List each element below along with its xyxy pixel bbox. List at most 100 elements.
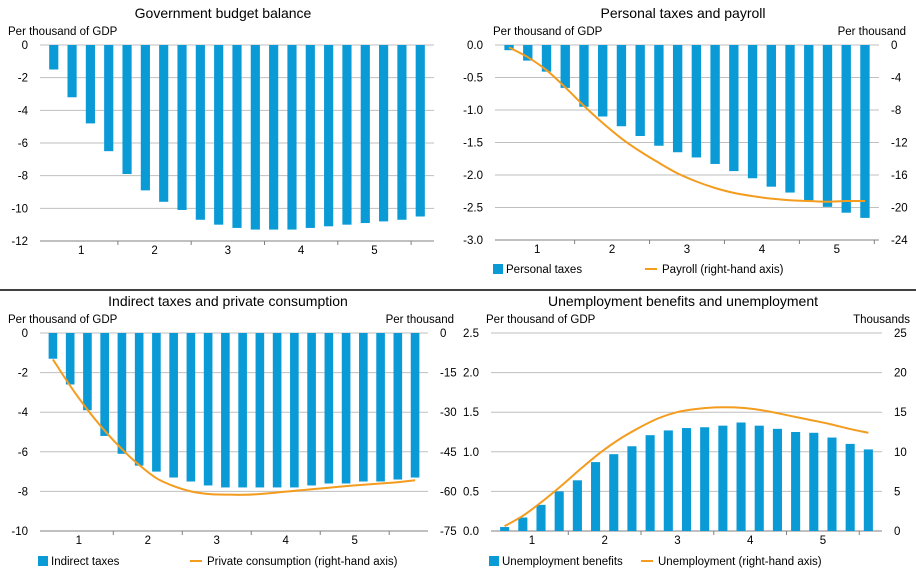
x-tick-label: 5 (820, 535, 826, 547)
x-tick-label: 2 (151, 245, 157, 257)
x-tick-label: 1 (78, 245, 84, 257)
left-axis-unit: Per thousand of GDP (8, 26, 118, 38)
bar (579, 45, 589, 107)
bar (518, 517, 528, 531)
legend-line-label: Payroll (right-hand axis) (662, 264, 784, 276)
bar (214, 45, 224, 225)
bar (238, 333, 247, 488)
y2-tick-label: -24 (891, 235, 908, 247)
y-tick-label: -0.5 (463, 73, 483, 85)
bar (410, 333, 420, 478)
bar (122, 45, 132, 175)
bar (287, 45, 297, 230)
bar (791, 432, 801, 531)
bar (554, 491, 564, 531)
bar (117, 333, 127, 454)
y-tick-label: 0 (22, 328, 28, 340)
series-line (508, 46, 866, 203)
bar (100, 333, 109, 436)
bar (863, 449, 873, 531)
y-tick-label: -2.0 (463, 170, 483, 182)
bar (681, 428, 692, 531)
legend-line-label: Unemployment (right-hand axis) (658, 556, 822, 568)
bar (221, 333, 230, 488)
bar (342, 45, 352, 225)
bar (324, 333, 334, 484)
bar (536, 504, 546, 531)
bar (845, 443, 855, 531)
bar (48, 333, 58, 359)
y2-tick-label: -16 (891, 170, 908, 182)
bar (772, 428, 782, 531)
left-axis-unit: Per thousand of GDP (486, 314, 596, 326)
left-axis-unit: Per thousand of GDP (493, 26, 603, 38)
y2-tick-label: 10 (894, 447, 907, 459)
x-tick-label: 4 (759, 244, 766, 256)
bar (804, 45, 814, 201)
bar (232, 45, 242, 228)
bar (360, 45, 370, 224)
x-tick-label: 3 (674, 535, 680, 547)
y-tick-label: -10 (11, 203, 28, 215)
x-tick-label: 5 (371, 245, 377, 257)
bar (255, 333, 265, 488)
y2-tick-label: -8 (891, 105, 901, 117)
y2-tick-label: 0 (894, 526, 900, 538)
bar (523, 45, 533, 61)
bar (376, 333, 385, 482)
x-tick-label: 3 (214, 535, 220, 547)
bar (616, 45, 627, 127)
bar (134, 333, 144, 466)
bar (672, 45, 683, 153)
y-tick-label: 0 (22, 40, 28, 52)
y-tick-label: -4 (18, 105, 29, 117)
bar (654, 45, 664, 146)
bar (159, 45, 169, 202)
bar (635, 45, 645, 136)
x-tick-label: 3 (684, 244, 690, 256)
right-axis-unit: Thousands (853, 314, 910, 326)
y2-tick-label: -30 (440, 407, 457, 419)
right-axis-unit: Per thousand (386, 314, 454, 326)
y2-tick-label: 25 (894, 328, 907, 340)
bar (307, 333, 316, 486)
chart-title: Unemployment benefits and unemployment (548, 293, 818, 309)
bar (598, 45, 608, 117)
bar (785, 45, 795, 193)
x-tick-label: 2 (601, 535, 607, 547)
y2-tick-label: -12 (891, 138, 908, 150)
x-tick-label: 4 (747, 535, 754, 547)
legend-line-label: Private consumption (right-hand axis) (207, 556, 398, 568)
bar (809, 432, 819, 531)
x-tick-label: 2 (609, 244, 615, 256)
bar (754, 425, 764, 531)
bar (841, 45, 851, 213)
y2-tick-label: -75 (440, 526, 457, 538)
bar (560, 45, 570, 88)
bar (710, 45, 720, 164)
legend-bar-label: Personal taxes (506, 264, 582, 276)
y-tick-label: 2.5 (463, 328, 479, 340)
bar (290, 333, 299, 488)
y2-tick-label: -45 (440, 447, 457, 459)
bar (572, 480, 582, 531)
bar (415, 45, 425, 217)
y2-tick-label: -60 (440, 486, 457, 498)
y-tick-label: 1.5 (463, 407, 479, 419)
bar (49, 45, 59, 70)
legend-bar-label: Unemployment benefits (502, 556, 623, 568)
bar (83, 333, 92, 411)
bar (541, 45, 552, 72)
y2-tick-label: 0 (440, 328, 446, 340)
bar (140, 45, 150, 191)
y-tick-label: 1.0 (463, 447, 479, 459)
y2-tick-label: 0 (891, 40, 897, 52)
bar (186, 333, 196, 482)
bar (169, 333, 178, 478)
chart-panel-unemployment: Unemployment benefits and unemployment Pe… (463, 293, 910, 568)
y-tick-label: -1.0 (463, 105, 483, 117)
x-tick-label: 2 (145, 535, 151, 547)
bar (272, 333, 282, 488)
y2-tick-label: -20 (891, 203, 908, 215)
bar (195, 45, 205, 220)
